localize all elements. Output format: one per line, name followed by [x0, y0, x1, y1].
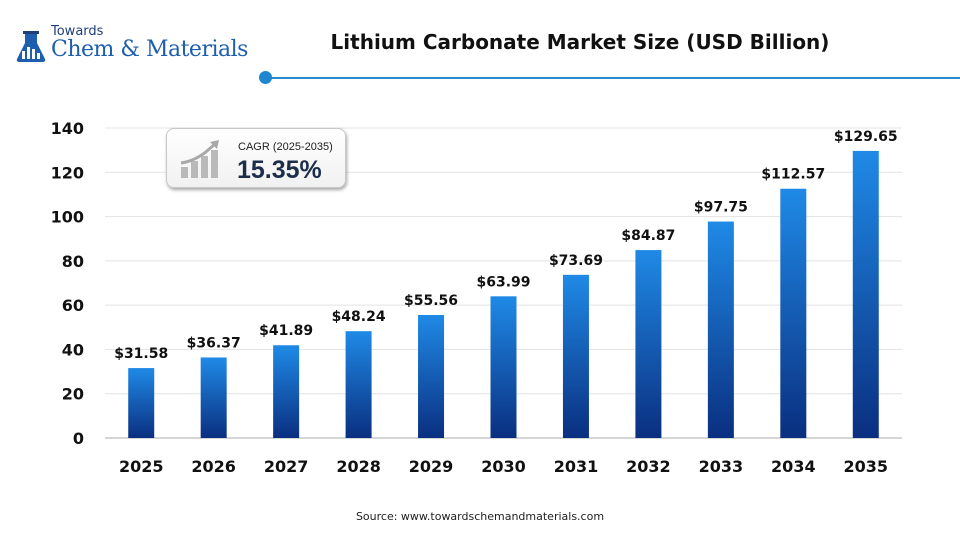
value-label: $84.87 [621, 228, 675, 244]
bar-2031 [562, 274, 589, 438]
x-tick-label: 2035 [844, 457, 889, 476]
logo-main-text: Chem & Materials [51, 37, 248, 62]
logo: Towards Chem & Materials [14, 24, 264, 70]
bar-2035 [852, 150, 879, 439]
y-axis: 0 20 40 60 80 100 120 140 [51, 119, 902, 448]
x-tick-label: 2025 [119, 457, 164, 476]
y-tick-label: 120 [51, 163, 84, 182]
bar-2025 [128, 368, 155, 438]
title-divider [266, 77, 960, 79]
chart-title: Lithium Carbonate Market Size (USD Billi… [330, 30, 830, 54]
growth-chart-icon [180, 140, 219, 178]
value-label: $36.37 [187, 335, 241, 351]
bar-2032 [635, 250, 662, 438]
x-tick-label: 2030 [481, 457, 526, 476]
value-label: $55.56 [404, 293, 458, 309]
bar-2027 [273, 345, 300, 438]
logo-top-text: Towards [51, 24, 104, 39]
y-tick-label: 140 [51, 119, 84, 138]
x-tick-label: 2028 [336, 457, 381, 476]
bar-2033 [707, 221, 734, 438]
y-tick-label: 40 [62, 340, 84, 359]
y-tick-label: 20 [62, 385, 84, 404]
bar-2030 [490, 296, 517, 438]
value-label: $97.75 [694, 200, 748, 216]
value-labels: $31.58 $36.37 $41.89 $48.24 $55.56 $63.99 $73.… [114, 129, 897, 362]
x-tick-label: 2033 [699, 457, 744, 476]
bar-2034 [780, 188, 807, 438]
title-divider-dot [259, 71, 272, 84]
source-note: Source: www.towardschemandmaterials.com [355, 510, 605, 523]
value-label: $41.89 [259, 323, 313, 339]
x-tick-label: 2031 [554, 457, 599, 476]
bar-chart: 0 20 40 60 80 100 120 140 $31.58 $36.37 $41.89 $48… [51, 119, 902, 476]
x-tick-label: 2032 [626, 457, 671, 476]
y-tick-label: 100 [51, 208, 84, 227]
x-tick-label: 2027 [264, 457, 309, 476]
value-label: $129.65 [834, 129, 898, 145]
value-label: $112.57 [761, 167, 825, 183]
value-label: $31.58 [114, 346, 168, 362]
value-label: $73.69 [549, 253, 603, 269]
value-label: $63.99 [476, 274, 530, 290]
cagr-callout: CAGR (2025-2035) 15.35% [166, 128, 346, 188]
y-tick-label: 0 [73, 429, 84, 448]
y-tick-label: 80 [62, 252, 84, 271]
bar-2029 [418, 314, 445, 438]
cagr-label: CAGR (2025-2035) [238, 141, 333, 153]
bar-2028 [345, 331, 372, 438]
bar-2026 [200, 357, 227, 438]
x-tick-label: 2029 [409, 457, 454, 476]
value-label: $48.24 [332, 309, 386, 325]
flask-logo-icon [16, 31, 46, 62]
y-tick-label: 60 [62, 296, 84, 315]
x-tick-label: 2034 [771, 457, 816, 476]
cagr-value: 15.35% [237, 156, 322, 184]
x-tick-label: 2026 [191, 457, 236, 476]
x-axis: 2025 2026 2027 2028 2029 2030 2031 2032 2033 2034… [119, 457, 888, 476]
bars [128, 150, 879, 439]
